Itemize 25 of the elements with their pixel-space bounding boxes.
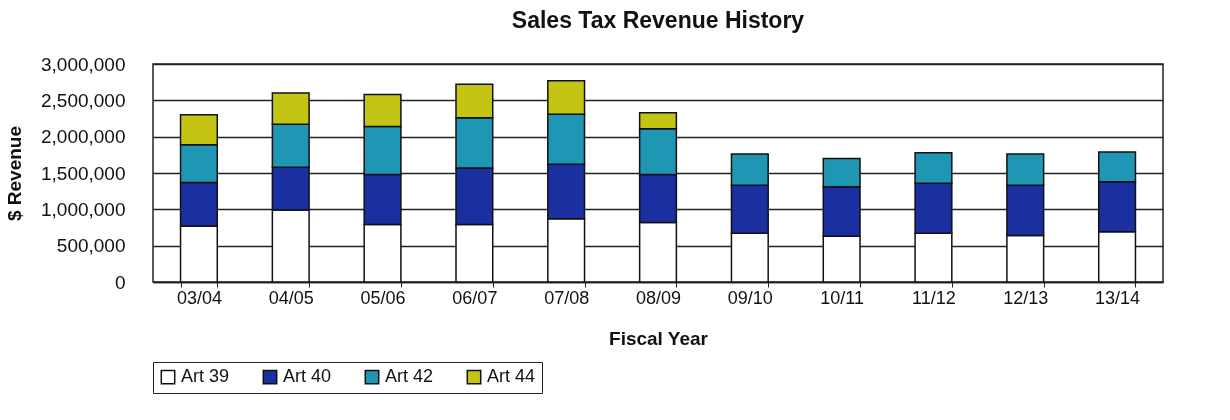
- x-tick-label: 09/10: [727, 287, 773, 308]
- y-axis-title: $ Revenue: [3, 125, 25, 222]
- x-tick-label: 05/06: [360, 287, 406, 308]
- legend-label: Art 40: [283, 366, 332, 387]
- x-tick-label: 03/04: [176, 287, 222, 308]
- x-tick-label: 06/07: [452, 287, 498, 308]
- y-tick-label: 1,000,000: [40, 198, 126, 220]
- y-tick-label: 500,000: [56, 235, 126, 257]
- y-tick-label: 2,000,000: [40, 126, 126, 148]
- y-tick-label: 0: [114, 271, 126, 293]
- x-tick-label: 07/08: [544, 287, 590, 308]
- x-tick-label: 04/05: [268, 287, 314, 308]
- y-tick-label: 3,000,000: [40, 53, 126, 75]
- legend-label: Art 39: [181, 366, 230, 387]
- x-tick-label: 13/14: [1095, 287, 1141, 308]
- x-tick-label: 12/13: [1003, 287, 1049, 308]
- x-tick-label: 10/11: [820, 287, 864, 308]
- x-tick-label: 11/12: [912, 287, 956, 308]
- chart-title: Sales Tax Revenue History: [511, 7, 805, 33]
- legend-label: Art 42: [385, 366, 434, 387]
- x-axis-title: Fiscal Year: [609, 327, 709, 349]
- y-tick-label: 1,500,000: [40, 162, 126, 184]
- legend-label: Art 44: [487, 366, 536, 387]
- x-tick-label: 08/09: [635, 287, 682, 308]
- y-tick-label: 2,500,000: [40, 89, 126, 111]
